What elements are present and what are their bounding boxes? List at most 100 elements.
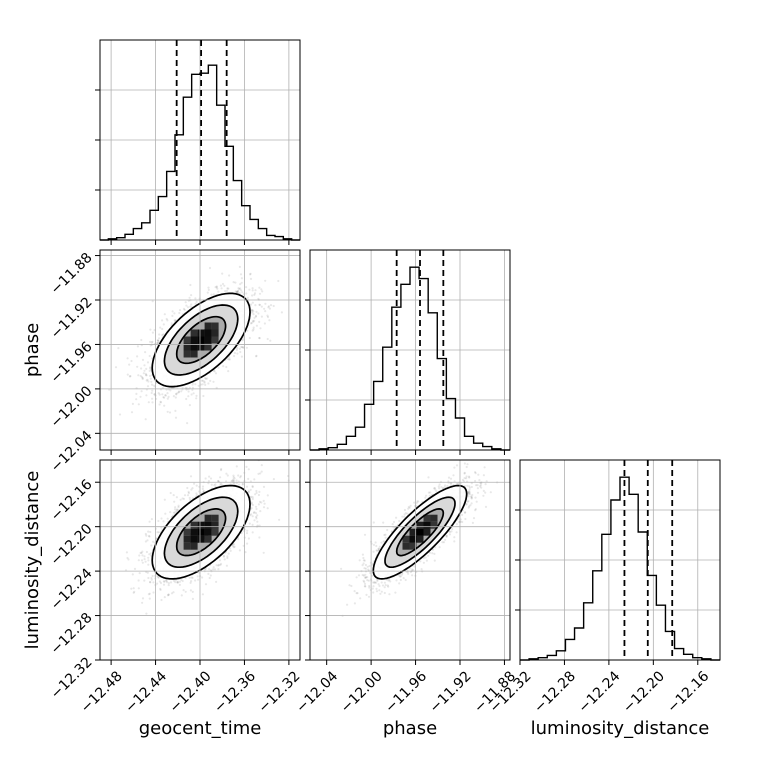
scatter-point [240, 355, 243, 358]
scatter-point [250, 513, 253, 516]
scatter-point [241, 291, 244, 294]
scatter-point [266, 315, 270, 319]
scatter-point [141, 358, 145, 361]
scatter-point [187, 390, 190, 393]
scatter-point [147, 576, 150, 580]
scatter-point [149, 367, 152, 370]
scatter-point [262, 485, 266, 488]
scatter-point [204, 377, 207, 380]
scatter-point [222, 555, 226, 558]
scatter-point [258, 337, 261, 340]
scatter-point [143, 555, 146, 558]
scatter-point [140, 367, 143, 370]
scatter-point [269, 304, 273, 307]
scatter-point [255, 324, 258, 327]
scatter-point [257, 493, 260, 497]
scatter-point [206, 291, 209, 294]
scatter-point [157, 576, 160, 579]
scatter-point [245, 485, 249, 488]
scatter-point [246, 542, 249, 545]
scatter-point [162, 583, 166, 586]
scatter-point [172, 579, 176, 583]
scatter-point [164, 394, 167, 397]
scatter-point [151, 331, 154, 334]
scatter-point [254, 304, 257, 307]
scatter-point [186, 486, 189, 490]
scatter-point [168, 411, 172, 414]
scatter-point [159, 581, 163, 585]
scatter-point [253, 316, 256, 319]
scatter-point [145, 379, 148, 382]
scatter-panel-luminosity-distance-vs-geocent-time [95, 453, 301, 665]
scatter-point [219, 284, 222, 287]
scatter-point [237, 474, 240, 477]
scatter-point [245, 292, 248, 295]
scatter-point [151, 401, 154, 404]
scatter-point [226, 556, 229, 560]
scatter-point [174, 416, 178, 419]
scatter-point [156, 582, 159, 585]
scatter-point [144, 532, 147, 536]
scatter-point [157, 531, 160, 534]
scatter-point [259, 510, 262, 513]
scatter-point [176, 581, 179, 584]
scatter-point [257, 312, 260, 315]
scatter-point [260, 464, 263, 467]
scatter-point [150, 518, 153, 521]
scatter-point [187, 490, 190, 493]
scatter-point [167, 395, 170, 398]
scatter-point [234, 290, 237, 293]
panel-content [124, 453, 290, 615]
scatter-point [188, 404, 191, 407]
scatter-point [204, 383, 207, 386]
scatter-point [254, 493, 257, 496]
scatter-point [227, 358, 230, 361]
scatter-point [260, 288, 263, 291]
scatter-point [126, 556, 129, 560]
scatter-point [133, 567, 137, 571]
scatter-point [239, 476, 242, 479]
scatter-point [158, 333, 161, 336]
scatter-point [254, 314, 258, 317]
scatter-point [209, 379, 212, 382]
scatter-point [152, 384, 155, 387]
scatter-point [172, 591, 175, 594]
scatter-point [251, 496, 254, 499]
scatter-point [149, 530, 152, 534]
scatter-point [182, 497, 185, 500]
scatter-point [141, 376, 144, 380]
scatter-point [230, 453, 232, 455]
scatter-point [156, 339, 159, 342]
scatter-point [249, 488, 252, 491]
scatter-point [174, 506, 177, 509]
scatter-point [251, 485, 254, 489]
scatter-point [239, 283, 242, 286]
scatter-point [187, 492, 190, 495]
scatter-point [201, 383, 204, 386]
scatter-point [149, 340, 152, 343]
scatter-point [128, 363, 131, 366]
scatter-point [250, 303, 253, 306]
scatter-point [181, 386, 184, 389]
scatter-point [151, 397, 154, 400]
scatter-point [212, 380, 215, 383]
scatter-point [146, 571, 149, 574]
scatter-point [264, 310, 267, 313]
scatter-point [127, 558, 130, 561]
scatter-point [215, 564, 218, 567]
scatter-point [235, 348, 238, 351]
scatter-point [129, 375, 132, 378]
density-cell [190, 343, 198, 351]
scatter-point [232, 478, 235, 481]
scatter-point [180, 594, 183, 597]
scatter-point [176, 580, 179, 583]
scatter-point [139, 395, 142, 398]
scatter-point [173, 508, 177, 511]
scatter-point [253, 319, 256, 322]
scatter-point [130, 587, 133, 590]
scatter-point [213, 568, 217, 571]
scatter-point [157, 341, 160, 344]
scatter-point [126, 373, 129, 376]
scatter-point [136, 355, 139, 358]
scatter-point [163, 596, 166, 599]
